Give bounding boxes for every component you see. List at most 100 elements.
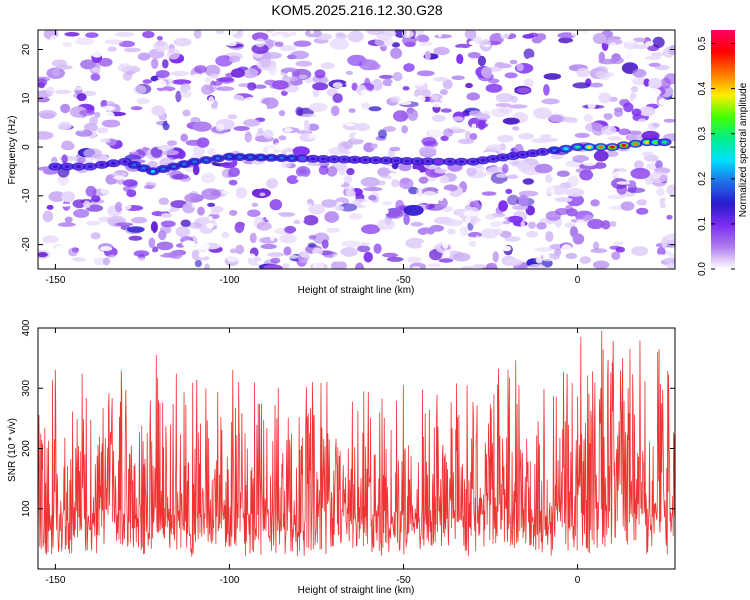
heatmap-cell	[275, 41, 284, 47]
ridge-core	[373, 158, 379, 162]
heatmap-gap	[70, 260, 76, 265]
ridge-core	[563, 147, 569, 151]
heatmap-cell	[382, 78, 393, 87]
heatmap-cell	[590, 248, 608, 254]
heatmap-gap	[587, 101, 596, 110]
heatmap-gap	[273, 34, 285, 40]
heatmap-cell	[180, 219, 191, 228]
heatmap-gap	[484, 43, 491, 48]
heatmap-gap	[116, 245, 124, 250]
heatmap-gap	[191, 73, 204, 80]
heatmap-gap	[513, 184, 521, 190]
ridge-core	[141, 166, 147, 170]
heatmap-cell	[434, 168, 448, 174]
ridge-core	[237, 155, 243, 159]
snr-panel: -150 -100 -50 0 100 200 300 400 Height of stra…	[7, 319, 676, 596]
heatmap-cell	[348, 108, 356, 113]
heatmap-cell	[527, 264, 546, 269]
heatmap-gap	[506, 30, 512, 35]
heatmap-cell	[194, 65, 207, 74]
heatmap-cell	[83, 200, 91, 209]
heatmap-cell	[634, 160, 644, 170]
heatmap-gap	[267, 147, 275, 154]
snr-series-line	[38, 330, 675, 557]
heatmap-cell	[91, 67, 102, 73]
heatmap-cell	[61, 140, 73, 147]
heatmap-cell	[648, 77, 663, 89]
heatmap-cell	[442, 79, 453, 90]
heatmap-cell	[465, 82, 473, 89]
heatmap-cell	[86, 220, 101, 226]
heatmap-gap	[287, 71, 293, 78]
heatmap-cell	[566, 188, 585, 197]
heatmap-cell	[583, 114, 593, 123]
heatmap-cell	[278, 110, 286, 117]
colorbar-tick-label: 0.4	[697, 81, 708, 95]
heatmap-cell	[385, 208, 404, 219]
heatmap-cell	[233, 126, 250, 131]
heatmap-gap	[612, 171, 627, 178]
heatmap-gap	[100, 246, 113, 252]
heatmap-cell	[75, 129, 93, 137]
spectrogram-signal-ridge	[48, 138, 672, 176]
heatmap-cell	[472, 264, 487, 269]
heatmap-cell	[156, 36, 163, 41]
heatmap-cell	[126, 226, 145, 233]
heatmap-gap	[492, 218, 508, 222]
heatmap-cell	[461, 265, 474, 269]
heatmap-gap	[420, 241, 432, 248]
heatmap-cell	[303, 119, 310, 132]
heatmap-cell	[516, 63, 524, 72]
heatmap-cell	[512, 126, 520, 131]
colorbar-tick-label: 0.1	[697, 217, 708, 231]
heatmap-cell	[589, 82, 604, 88]
heatmap-gap	[129, 57, 139, 63]
heatmap-cell	[363, 251, 373, 263]
heatmap-gap	[150, 123, 160, 131]
heatmap-cell	[391, 42, 400, 48]
heatmap-cell	[68, 247, 79, 257]
spectrogram-x-axis-label: Height of straight line (km)	[298, 285, 415, 296]
heatmap-gap	[259, 192, 266, 197]
ridge-core	[394, 159, 399, 163]
heatmap-cell	[79, 109, 96, 116]
heatmap-cell	[516, 87, 531, 94]
heatmap-cell	[100, 138, 111, 143]
heatmap-cell	[585, 122, 604, 133]
spectrogram-y-ticks: -20 -10 0 10 20	[21, 44, 675, 252]
ridge-core	[181, 162, 187, 166]
heatmap-cell	[271, 80, 289, 90]
heatmap-cell	[171, 79, 192, 85]
heatmap-cell	[666, 214, 673, 220]
heatmap-cell	[161, 213, 172, 218]
heatmap-cell	[235, 187, 248, 199]
heatmap-cell	[290, 31, 297, 37]
heatmap-cell	[541, 98, 560, 105]
heatmap-cell	[504, 72, 518, 79]
heatmap-cell	[357, 245, 371, 253]
heatmap-gap	[344, 98, 358, 103]
heatmap-cell	[360, 177, 380, 187]
heatmap-cell	[382, 201, 393, 206]
heatmap-gap	[107, 184, 122, 192]
heatmap-gap	[108, 232, 116, 238]
heatmap-cell	[98, 57, 113, 67]
heatmap-cell	[419, 35, 430, 43]
heatmap-cell	[75, 37, 95, 46]
heatmap-gap	[38, 49, 48, 54]
colorbar: 0.0 0.1 0.2 0.3 0.4 0.5 Normalized spectral a…	[697, 30, 749, 276]
heatmap-gap	[57, 35, 69, 42]
heatmap-cell	[652, 36, 665, 49]
heatmap-cell	[77, 156, 86, 164]
snr-y-ticks: 100 200 300 400	[21, 319, 675, 517]
heatmap-cell	[469, 133, 478, 140]
heatmap-gap	[622, 49, 638, 58]
heatmap-cell	[361, 58, 370, 66]
heatmap-gap	[113, 133, 121, 141]
heatmap-gap	[104, 111, 115, 120]
heatmap-cell	[102, 257, 111, 266]
heatmap-cell	[264, 52, 282, 59]
heatmap-cell	[643, 78, 651, 87]
y-tick-label: -20	[21, 237, 32, 252]
